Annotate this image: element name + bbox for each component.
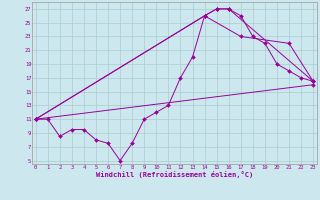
X-axis label: Windchill (Refroidissement éolien,°C): Windchill (Refroidissement éolien,°C) <box>96 171 253 178</box>
